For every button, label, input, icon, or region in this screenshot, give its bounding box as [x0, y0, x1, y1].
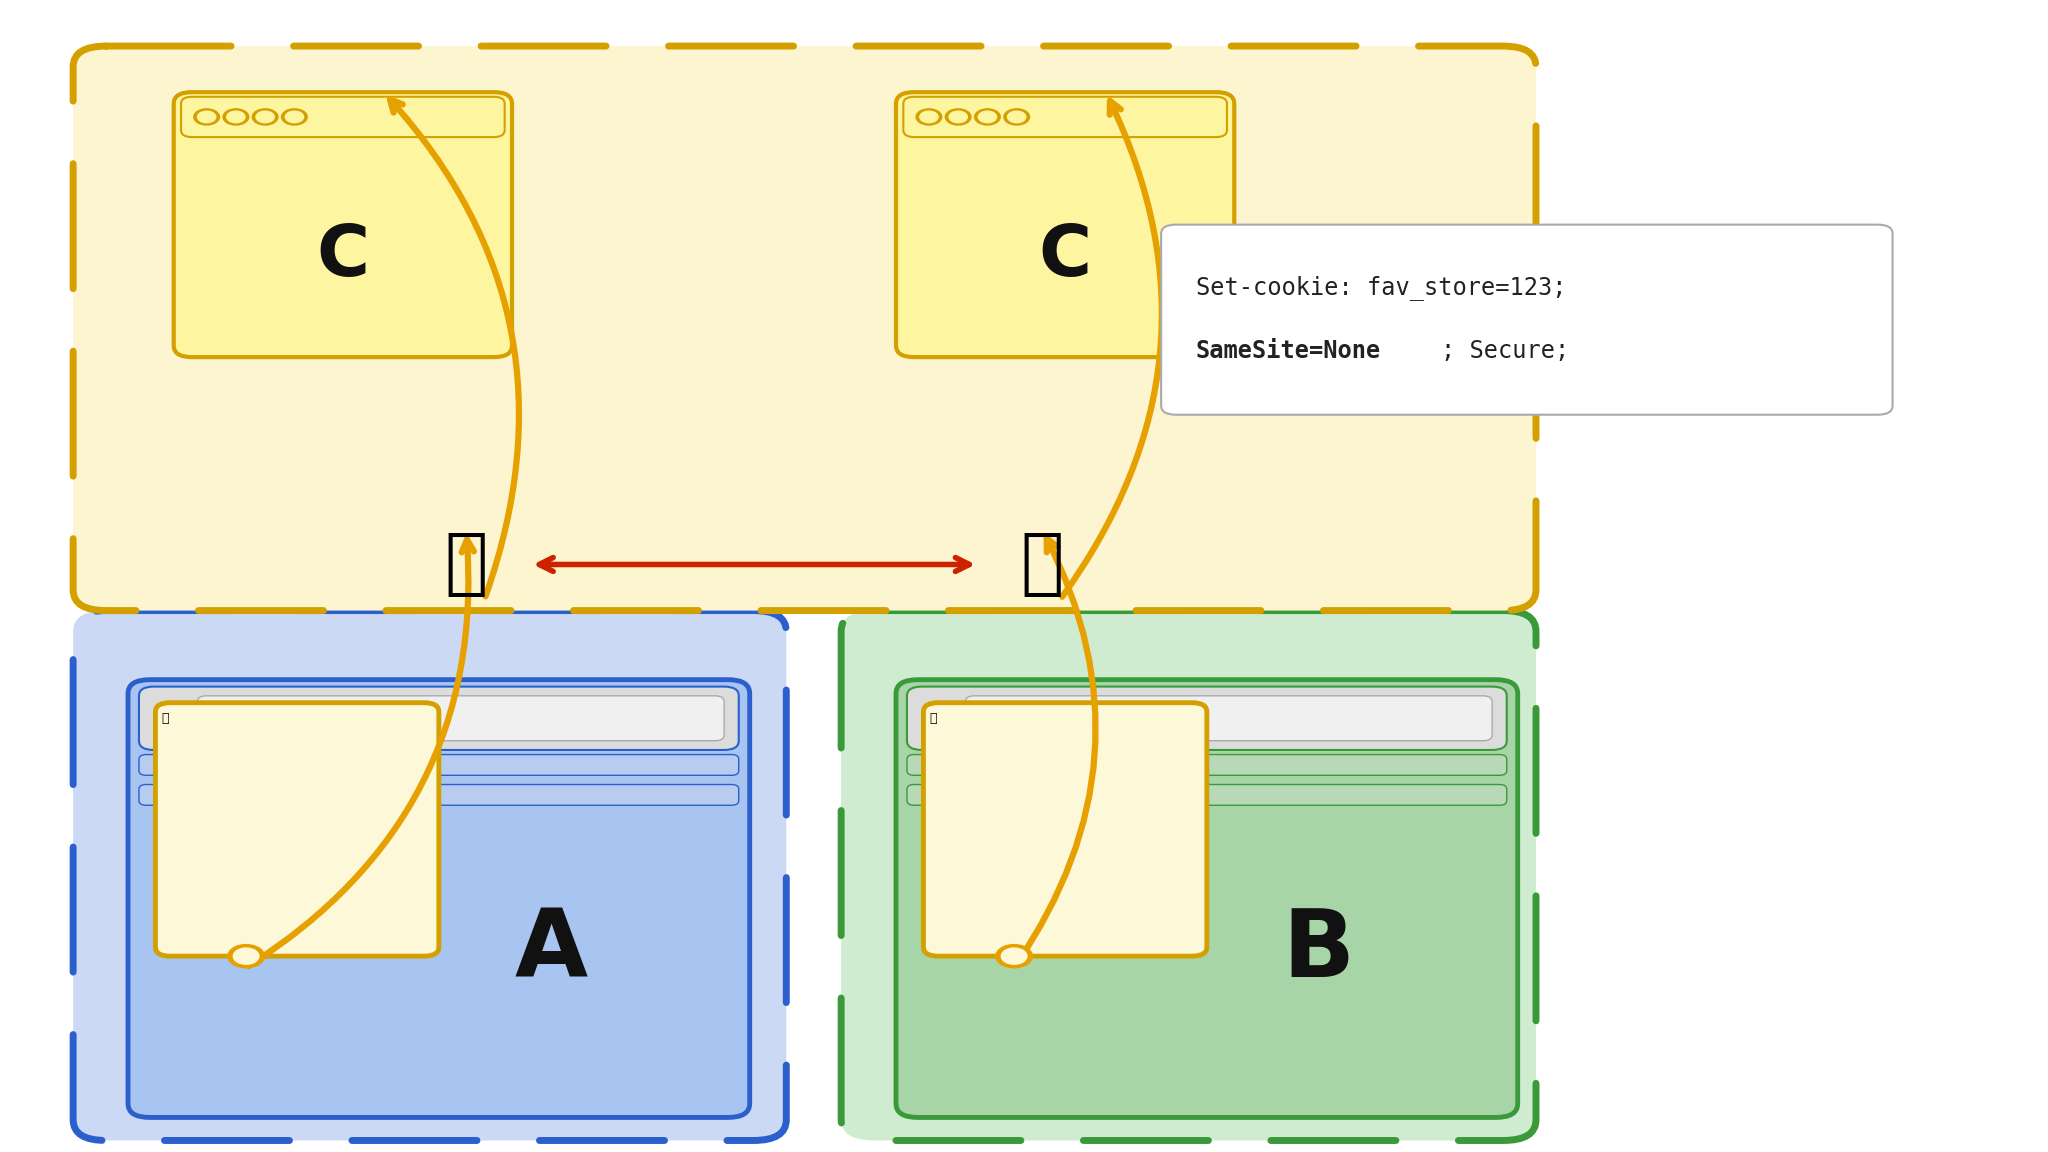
Circle shape: [281, 109, 307, 126]
Text: 🔒: 🔒: [930, 712, 936, 725]
FancyBboxPatch shape: [903, 97, 1227, 137]
Circle shape: [995, 945, 1032, 968]
Text: 🍪: 🍪: [1020, 530, 1065, 599]
FancyBboxPatch shape: [924, 703, 1206, 956]
Text: SameSite=None: SameSite=None: [1196, 340, 1380, 363]
FancyBboxPatch shape: [139, 785, 739, 805]
FancyBboxPatch shape: [74, 46, 1536, 611]
Text: Set-cookie: fav_store=123;: Set-cookie: fav_store=123;: [1196, 275, 1567, 301]
Circle shape: [285, 112, 303, 123]
Circle shape: [975, 109, 999, 126]
Circle shape: [1008, 112, 1026, 123]
Circle shape: [946, 109, 971, 126]
Circle shape: [1001, 948, 1026, 964]
FancyBboxPatch shape: [907, 785, 1507, 805]
FancyArrowPatch shape: [389, 99, 518, 597]
FancyBboxPatch shape: [127, 680, 750, 1117]
Circle shape: [223, 109, 248, 126]
Circle shape: [920, 112, 938, 123]
FancyArrowPatch shape: [1016, 539, 1096, 965]
Circle shape: [1004, 109, 1030, 126]
Circle shape: [227, 945, 264, 968]
FancyBboxPatch shape: [74, 611, 786, 1140]
FancyBboxPatch shape: [965, 696, 1493, 741]
Text: C: C: [1038, 222, 1092, 291]
Circle shape: [979, 112, 997, 123]
FancyBboxPatch shape: [139, 687, 739, 750]
FancyBboxPatch shape: [156, 703, 438, 956]
FancyArrowPatch shape: [248, 539, 473, 967]
FancyBboxPatch shape: [907, 687, 1507, 750]
FancyBboxPatch shape: [174, 92, 512, 357]
FancyBboxPatch shape: [139, 755, 739, 775]
Circle shape: [256, 112, 274, 123]
Circle shape: [227, 112, 246, 123]
Text: 🍪: 🍪: [444, 530, 487, 599]
FancyBboxPatch shape: [1161, 225, 1892, 415]
Circle shape: [948, 112, 967, 123]
FancyBboxPatch shape: [197, 696, 725, 741]
Circle shape: [915, 109, 942, 126]
FancyArrowPatch shape: [1063, 101, 1161, 597]
Text: A: A: [514, 905, 588, 998]
FancyBboxPatch shape: [907, 755, 1507, 775]
FancyBboxPatch shape: [842, 611, 1536, 1140]
FancyBboxPatch shape: [180, 97, 504, 137]
Text: 🔒: 🔒: [162, 712, 168, 725]
Circle shape: [252, 109, 279, 126]
Circle shape: [233, 948, 258, 964]
Text: ; Secure;: ; Secure;: [1440, 340, 1569, 363]
FancyBboxPatch shape: [897, 92, 1235, 357]
Text: C: C: [315, 222, 369, 291]
Text: B: B: [1282, 905, 1356, 998]
Circle shape: [197, 112, 215, 123]
Circle shape: [195, 109, 219, 126]
FancyBboxPatch shape: [897, 680, 1518, 1117]
